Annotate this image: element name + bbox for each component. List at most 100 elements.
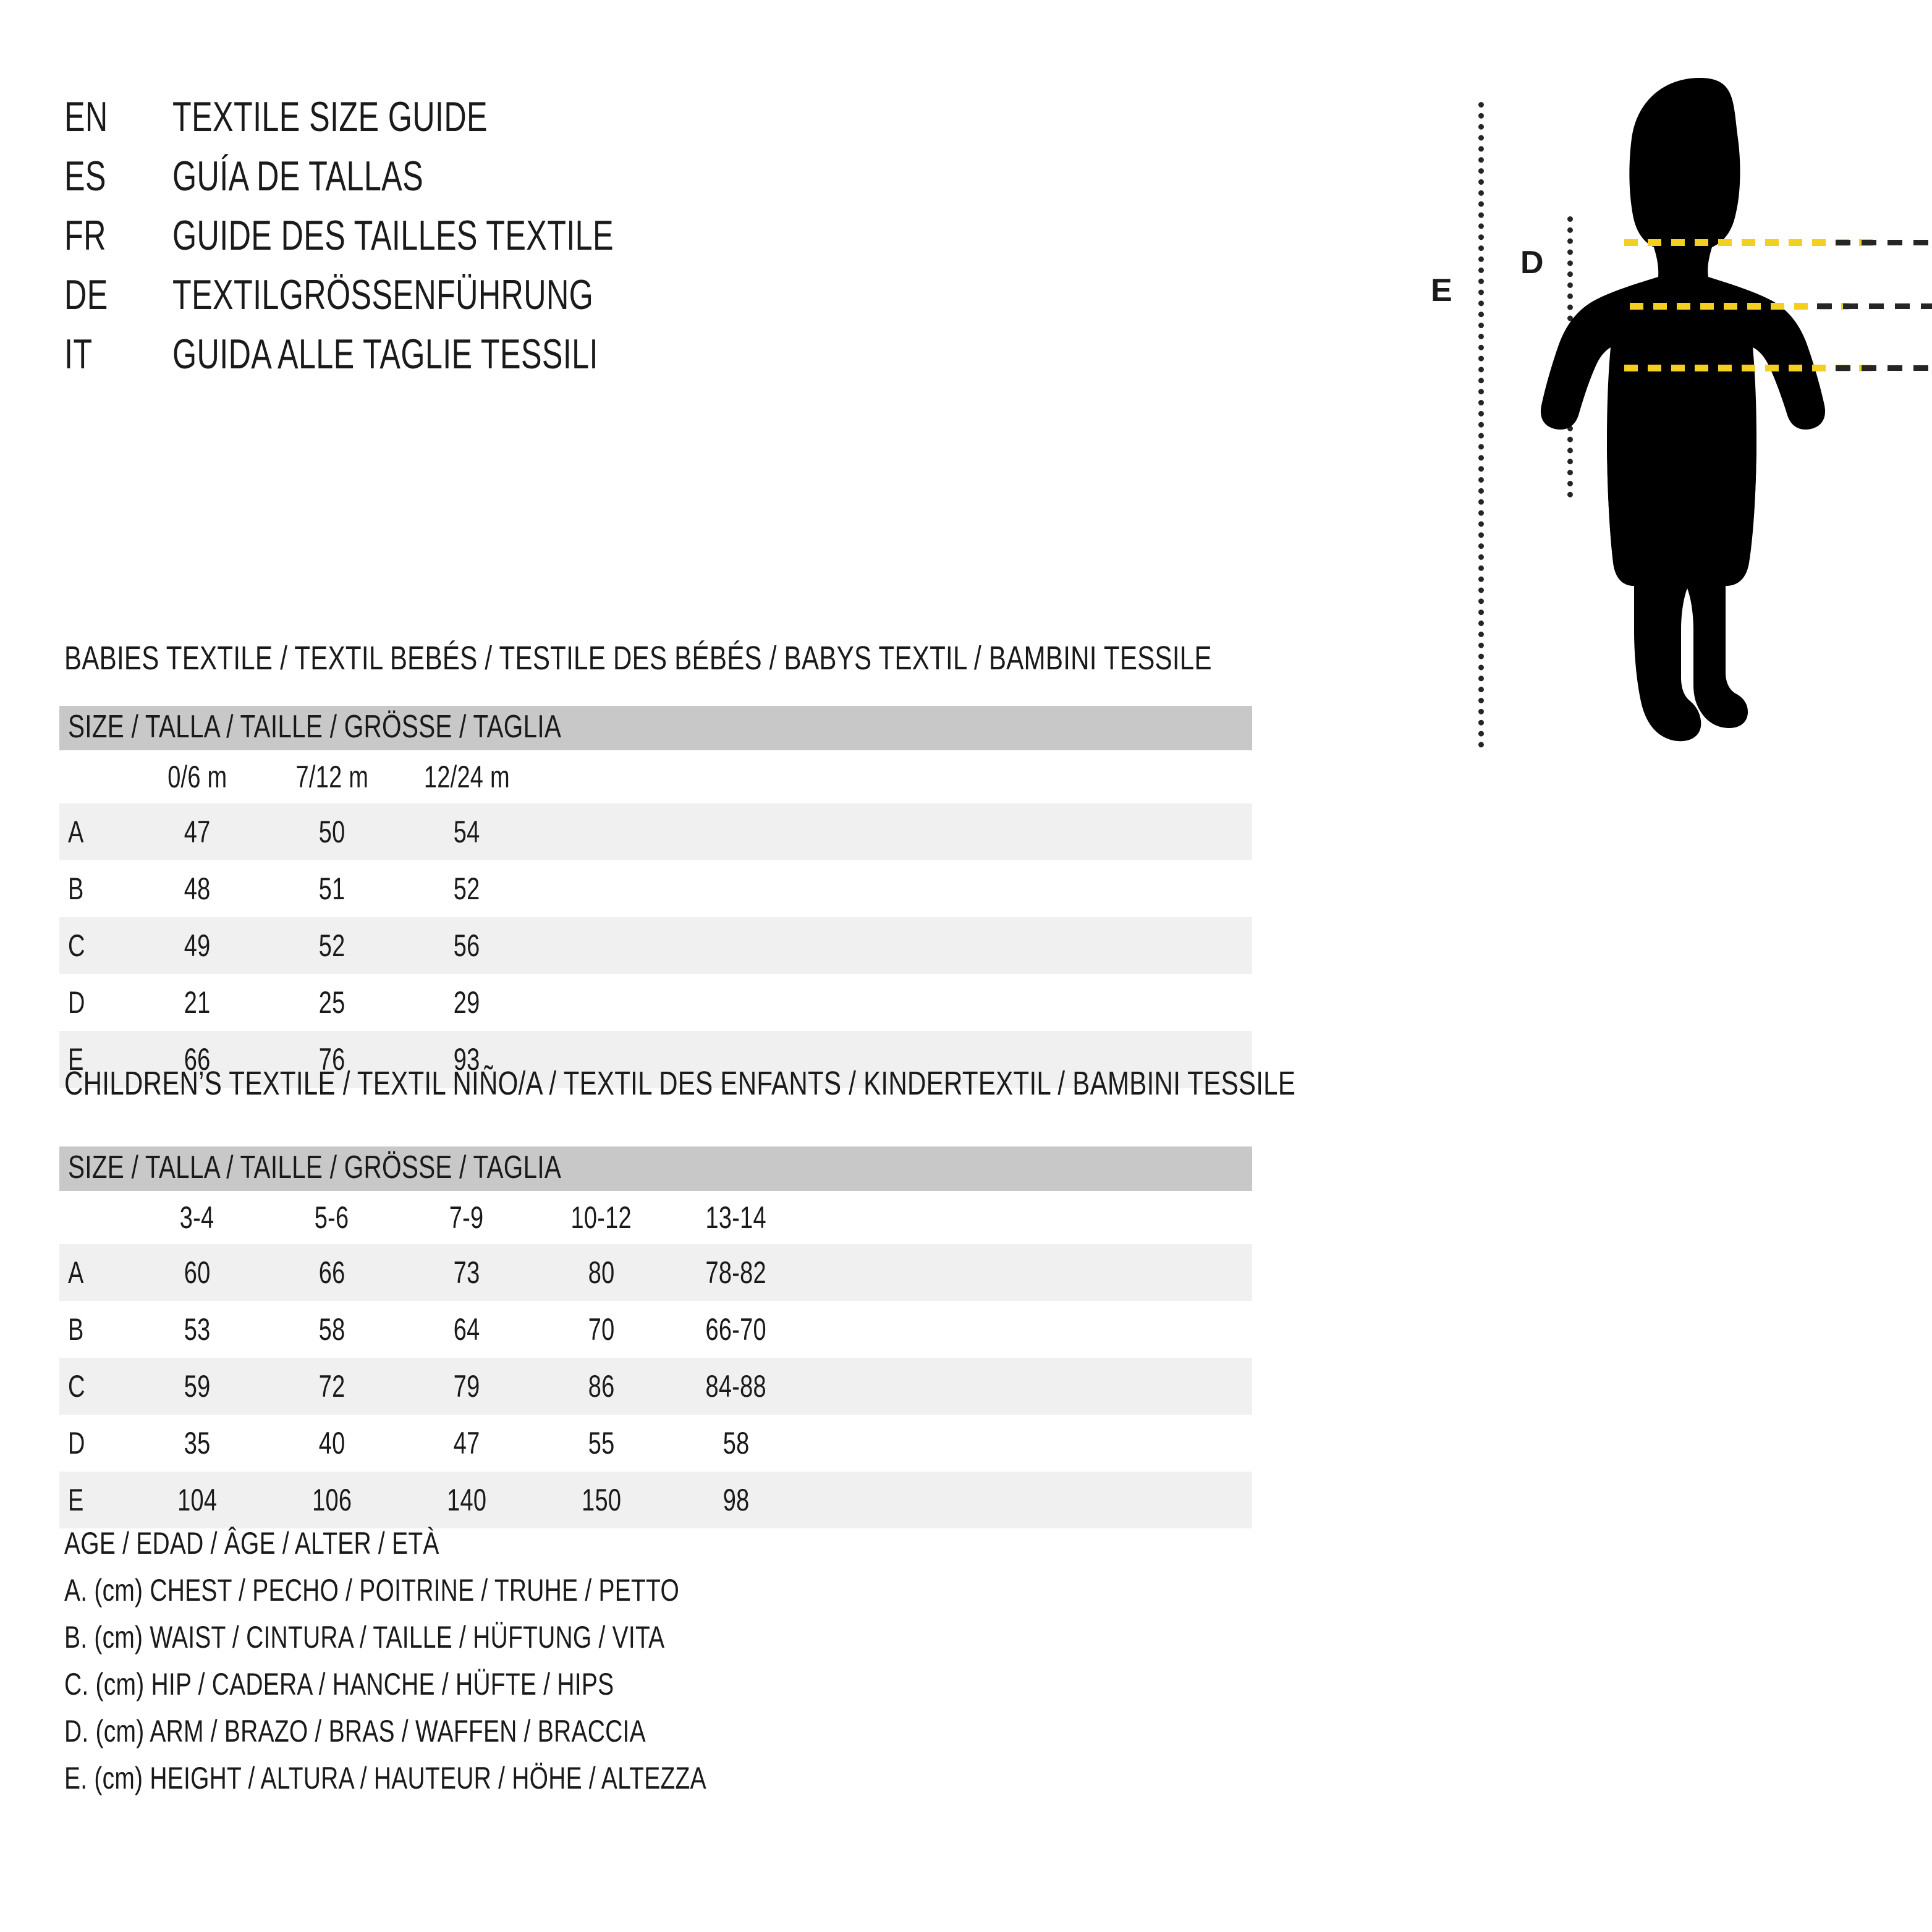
children-cell-e-0: 104	[177, 1483, 218, 1517]
table-row: E 104 106 140 150 98	[59, 1472, 1252, 1528]
legend-title: AGE / EDAD / ÂGE / ALTER / ETÀ	[64, 1526, 439, 1561]
table-row: D 21 25 29	[59, 974, 1252, 1031]
table-row: B 53 58 64 70 66-70	[59, 1301, 1252, 1358]
children-cell-c-0: 59	[184, 1369, 211, 1404]
measurement-diagram: E D A B C	[1409, 74, 1932, 773]
table-row: B 48 51 52	[59, 860, 1252, 917]
language-code-fr: FR	[64, 212, 106, 259]
chest-measure-line	[1624, 239, 1875, 246]
children-cell-c-1: 72	[318, 1369, 345, 1404]
table-row: E 66 76 93	[59, 1031, 1252, 1088]
diagram-label-e: E	[1431, 273, 1453, 308]
children-cell-b-4: 66-70	[705, 1312, 767, 1347]
children-section-caption: CHILDREN’S TEXTILE / TEXTIL NIÑO/A / TEX…	[64, 1065, 1296, 1102]
babies-cell-b-1: 51	[318, 871, 345, 906]
babies-section-caption: BABIES TEXTILE / TEXTIL BEBÉS / TESTILE …	[64, 640, 1212, 677]
children-cell-a-0: 60	[184, 1255, 211, 1290]
babies-cell-c-2: 56	[453, 928, 480, 963]
waist-measure-line	[1630, 303, 1849, 310]
table-row: A 47 50 54	[59, 803, 1252, 860]
babies-row-label-d: D	[68, 985, 85, 1020]
children-cell-d-4: 58	[722, 1426, 750, 1460]
chest-leader-line	[1836, 240, 1932, 245]
children-cell-d-1: 40	[318, 1426, 345, 1460]
legend-item-d: D. (cm) ARM / BRAZO / BRAS / WAFFEN / BR…	[64, 1714, 646, 1748]
children-row-label-c: C	[68, 1369, 85, 1404]
children-cell-a-2: 73	[453, 1255, 480, 1290]
babies-row-label-a: A	[68, 815, 84, 849]
table-row: D 35 40 47 55 58	[59, 1415, 1252, 1472]
children-cell-e-1: 106	[311, 1483, 352, 1517]
language-code-es: ES	[64, 153, 106, 200]
language-row-en: EN TEXTILE SIZE GUIDE	[64, 93, 868, 152]
language-code-it: IT	[64, 331, 93, 378]
children-cell-e-3: 150	[581, 1483, 622, 1517]
children-row-label-d: D	[68, 1426, 85, 1460]
babies-cell-d-1: 25	[318, 985, 345, 1020]
language-code-de: DE	[64, 271, 108, 318]
children-column-header-0: 3-4	[180, 1200, 214, 1235]
babies-row-label-e: E	[68, 1042, 84, 1077]
language-title-block: EN TEXTILE SIZE GUIDE ES GUÍA DE TALLAS …	[64, 93, 868, 389]
babies-cell-a-1: 50	[318, 815, 345, 849]
babies-table-header-label: SIZE / TALLA / TAILLE / GRÖSSE / TAGLIA	[68, 709, 562, 745]
children-cell-b-1: 58	[318, 1312, 345, 1347]
children-column-header-3: 10-12	[570, 1200, 632, 1235]
height-dotted-line	[1478, 102, 1484, 748]
legend-item-e: E. (cm) HEIGHT / ALTURA / HAUTEUR / HÖHE…	[64, 1761, 706, 1795]
children-row-label-a: A	[68, 1255, 84, 1290]
children-cell-b-0: 53	[184, 1312, 211, 1347]
language-title-de: TEXTILGRÖSSENFÜHRUNG	[172, 271, 594, 318]
language-title-es: GUÍA DE TALLAS	[172, 153, 424, 200]
children-cell-c-3: 86	[588, 1369, 615, 1404]
hip-leader-line	[1836, 365, 1932, 371]
children-column-header-4: 13-14	[705, 1200, 767, 1235]
diagram-label-d: D	[1520, 245, 1544, 281]
children-cell-d-3: 55	[588, 1426, 615, 1460]
babies-cell-c-0: 49	[184, 928, 211, 963]
children-column-header-row: 3-4 5-6 7-9 10-12 13-14	[59, 1191, 1252, 1244]
children-cell-c-4: 84-88	[705, 1369, 767, 1404]
babies-cell-e-0: 66	[184, 1042, 211, 1077]
babies-cell-c-1: 52	[318, 928, 345, 963]
children-cell-b-2: 64	[453, 1312, 480, 1347]
children-column-header-1: 5-6	[315, 1200, 349, 1235]
language-row-es: ES GUÍA DE TALLAS	[64, 152, 868, 211]
children-cell-b-3: 70	[588, 1312, 615, 1347]
babies-cell-b-2: 52	[453, 871, 480, 906]
children-cell-d-2: 47	[453, 1426, 480, 1460]
babies-cell-b-0: 48	[184, 871, 211, 906]
children-corner-cell	[59, 1200, 130, 1235]
babies-column-header-0: 0/6 m	[167, 760, 227, 794]
table-row: C 49 52 56	[59, 917, 1252, 974]
children-cell-e-2: 140	[446, 1483, 487, 1517]
babies-cell-a-2: 54	[453, 815, 480, 849]
children-column-header-2: 7-9	[449, 1200, 484, 1235]
babies-cell-e-2: 93	[453, 1042, 480, 1077]
language-title-fr: GUIDE DES TAILLES TEXTILE	[172, 212, 614, 259]
hip-measure-line	[1624, 365, 1871, 371]
children-cell-e-4: 98	[722, 1483, 750, 1517]
child-silhouette-icon	[1540, 78, 1826, 742]
babies-row-label-b: B	[68, 871, 84, 906]
legend-item-c: C. (cm) HIP / CADERA / HANCHE / HÜFTE / …	[64, 1667, 614, 1701]
children-table-header-bar: SIZE / TALLA / TAILLE / GRÖSSE / TAGLIA	[59, 1146, 1252, 1191]
language-title-it: GUIDA ALLE TAGLIE TESSILI	[172, 331, 598, 378]
children-cell-a-1: 66	[318, 1255, 345, 1290]
table-row: C 59 72 79 86 84-88	[59, 1358, 1252, 1415]
language-code-en: EN	[64, 93, 108, 140]
waist-leader-line	[1817, 303, 1932, 309]
table-row: A 60 66 73 80 78-82	[59, 1244, 1252, 1301]
babies-size-table: SIZE / TALLA / TAILLE / GRÖSSE / TAGLIA …	[59, 706, 1252, 1088]
babies-cell-e-1: 76	[318, 1042, 345, 1077]
legend-item-a: A. (cm) CHEST / PECHO / POITRINE / TRUHE…	[64, 1573, 680, 1608]
legend-item-b: B. (cm) WAIST / CINTURA / TAILLE / HÜFTU…	[64, 1620, 665, 1654]
babies-corner-cell	[59, 759, 130, 795]
babies-column-header-1: 7/12 m	[295, 760, 368, 794]
children-table-header-label: SIZE / TALLA / TAILLE / GRÖSSE / TAGLIA	[68, 1150, 562, 1185]
language-row-it: IT GUIDA ALLE TAGLIE TESSILI	[64, 330, 868, 389]
children-size-table: SIZE / TALLA / TAILLE / GRÖSSE / TAGLIA …	[59, 1146, 1252, 1528]
babies-column-header-2: 12/24 m	[423, 760, 510, 794]
children-row-label-b: B	[68, 1312, 84, 1347]
babies-table-header-bar: SIZE / TALLA / TAILLE / GRÖSSE / TAGLIA	[59, 706, 1252, 750]
